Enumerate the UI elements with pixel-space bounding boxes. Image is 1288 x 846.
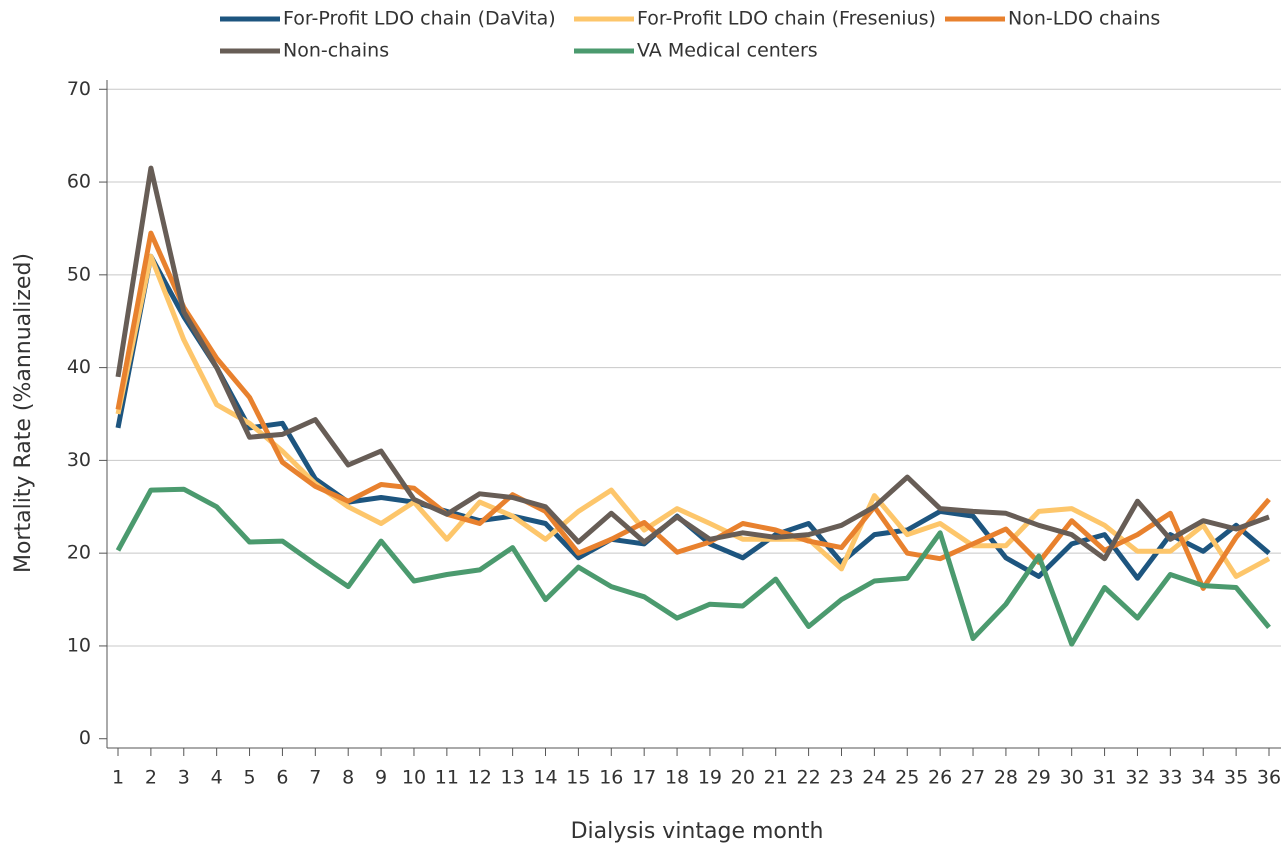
x-tick-label: 6 <box>276 767 288 789</box>
x-tick-label: 3 <box>178 767 190 789</box>
x-tick-label: 23 <box>829 767 853 789</box>
x-tick-label: 11 <box>435 767 459 789</box>
x-tick-label: 5 <box>243 767 255 789</box>
x-tick-label: 4 <box>211 767 223 789</box>
x-tick-label: 16 <box>599 767 623 789</box>
x-tick-label: 21 <box>764 767 788 789</box>
x-axis-title: Dialysis vintage month <box>571 819 824 844</box>
x-tick-label: 1 <box>112 767 124 789</box>
x-tick-label: 26 <box>928 767 952 789</box>
x-tick-label: 15 <box>566 767 590 789</box>
series-line <box>115 486 1271 647</box>
legend-label: Non-LDO chains <box>1008 8 1160 30</box>
x-tick-label: 8 <box>342 767 354 789</box>
legend-label: For-Profit LDO chain (Fresenius) <box>637 8 936 30</box>
x-tick-label: 7 <box>309 767 321 789</box>
x-tick-label: 34 <box>1191 767 1215 789</box>
series-line <box>115 253 1271 579</box>
y-tick-label: 0 <box>79 727 91 749</box>
y-tick-label: 10 <box>67 634 91 656</box>
x-tick-label: 24 <box>862 767 886 789</box>
x-tick-label: 33 <box>1158 767 1182 789</box>
x-tick-label: 12 <box>468 767 492 789</box>
y-tick-label: 40 <box>67 356 91 378</box>
x-tick-label: 28 <box>994 767 1018 789</box>
x-tick-label: 14 <box>533 767 557 789</box>
series-line <box>115 230 1271 591</box>
x-tick-label: 36 <box>1257 767 1281 789</box>
y-axis-title: Mortality Rate (%annualized) <box>11 253 36 573</box>
x-tick-label: 10 <box>402 767 426 789</box>
x-tick-label: 35 <box>1224 767 1248 789</box>
y-tick-label: 70 <box>67 78 91 100</box>
legend-label: Non-chains <box>283 40 389 62</box>
y-tick-label: 30 <box>67 449 91 471</box>
x-tick-label: 27 <box>961 767 985 789</box>
x-tick-label: 31 <box>1092 767 1116 789</box>
y-tick-label: 60 <box>67 171 91 193</box>
x-tick-label: 32 <box>1125 767 1149 789</box>
x-tick-label: 25 <box>895 767 919 789</box>
x-tick-label: 13 <box>501 767 525 789</box>
x-tick-label: 22 <box>797 767 821 789</box>
legend-label: For-Profit LDO chain (DaVita) <box>283 8 556 30</box>
x-tick-label: 9 <box>375 767 387 789</box>
x-tick-label: 18 <box>665 767 689 789</box>
x-tick-label: 19 <box>698 767 722 789</box>
x-tick-label: 29 <box>1027 767 1051 789</box>
x-tick-label: 20 <box>731 767 755 789</box>
x-tick-label: 2 <box>145 767 157 789</box>
x-tick-label: 30 <box>1060 767 1084 789</box>
y-tick-label: 50 <box>67 263 91 285</box>
x-tick-label: 17 <box>632 767 656 789</box>
y-tick-label: 20 <box>67 542 91 564</box>
series-line <box>115 165 1270 562</box>
legend-label: VA Medical centers <box>637 40 818 62</box>
